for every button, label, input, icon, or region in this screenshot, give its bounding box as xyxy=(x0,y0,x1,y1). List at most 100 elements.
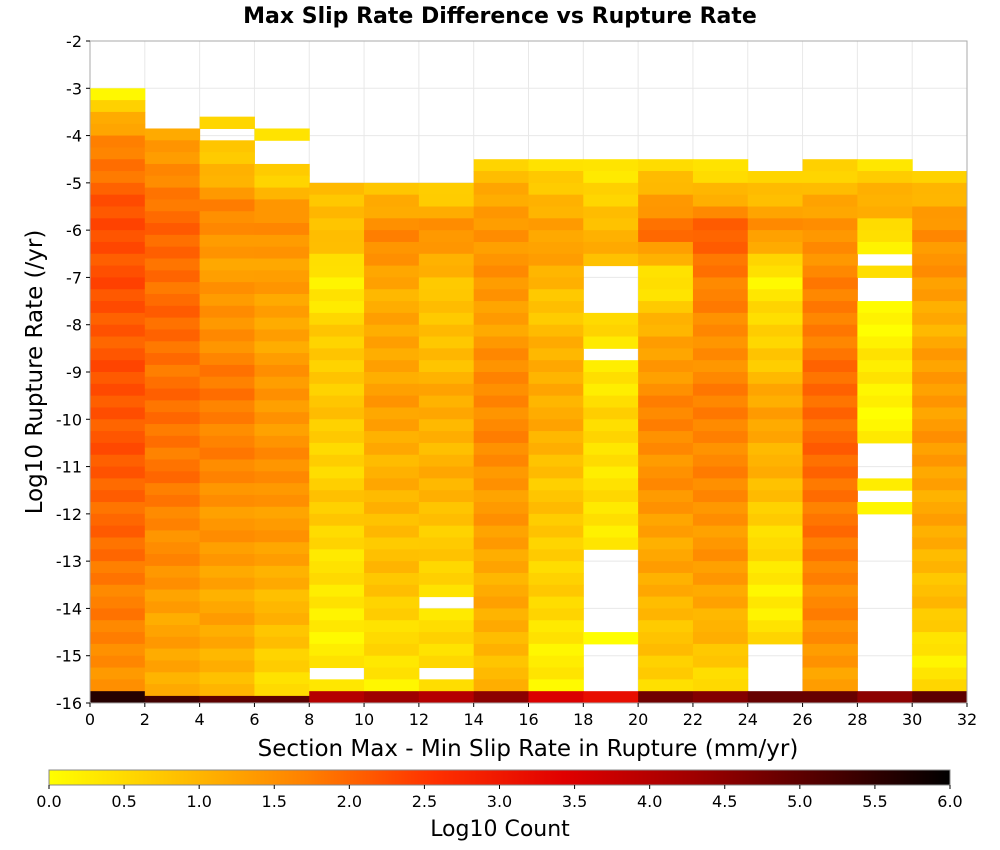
y-tick-label: -9 xyxy=(66,363,82,382)
heatmap-cell xyxy=(692,301,749,314)
heatmap-cell xyxy=(528,502,584,515)
heatmap-cell xyxy=(802,502,858,515)
y-tick-label: -7 xyxy=(66,268,82,287)
heatmap-cell xyxy=(90,632,146,645)
heatmap-cell xyxy=(857,312,913,326)
heatmap-cell xyxy=(254,412,310,425)
heatmap-cell xyxy=(364,679,420,692)
heatmap-cell xyxy=(692,667,749,680)
heatmap-cell xyxy=(528,478,584,491)
heatmap-cell xyxy=(364,277,420,290)
heatmap-cell xyxy=(473,632,529,645)
heatmap-cell xyxy=(254,163,310,177)
heatmap-cell xyxy=(473,407,529,420)
heatmap-cell xyxy=(473,502,529,515)
heatmap-cell xyxy=(857,324,913,338)
heatmap-cell xyxy=(692,655,749,669)
heatmap-cell xyxy=(473,667,529,680)
heatmap-cell xyxy=(144,364,201,378)
heatmap-cell xyxy=(912,490,968,503)
heatmap-cell xyxy=(199,412,255,425)
heatmap-cell xyxy=(528,419,584,432)
y-axis-ticks: -2 -3 -4 -5 -6 -7 -8 -9 -10 -11 -12 -13 -14 -15 -16 xyxy=(56,32,90,713)
heatmap-cell xyxy=(364,312,420,326)
heatmap-cell xyxy=(528,171,584,184)
heatmap-cell xyxy=(199,554,255,567)
heatmap-cell xyxy=(802,490,858,503)
heatmap-cell xyxy=(144,530,201,543)
heatmap-cell xyxy=(254,246,310,260)
heatmap-cell xyxy=(528,182,584,196)
heatmap-cell xyxy=(912,265,968,278)
heatmap-cell xyxy=(364,206,420,219)
heatmap-cell xyxy=(473,679,529,692)
heatmap-cell xyxy=(528,667,584,680)
heatmap-cell xyxy=(638,667,694,680)
heatmap-cell xyxy=(144,152,201,165)
heatmap-cell xyxy=(144,329,201,342)
heatmap-cell xyxy=(638,620,694,633)
heatmap-cell xyxy=(583,241,639,255)
heatmap-cell xyxy=(364,667,420,680)
heatmap-cell xyxy=(473,691,529,704)
heatmap-cell xyxy=(90,419,146,432)
heatmap-cell xyxy=(199,589,255,602)
heatmap-cell xyxy=(418,230,475,243)
y-tick-label: -8 xyxy=(66,316,82,335)
heatmap-cell xyxy=(912,513,968,527)
heatmap-cell xyxy=(418,407,475,420)
heatmap-cell xyxy=(802,537,858,550)
heatmap-cell xyxy=(309,265,365,278)
colorbar xyxy=(48,769,951,786)
heatmap-cell xyxy=(90,88,146,101)
heatmap-cell xyxy=(638,171,694,184)
x-tick-label: 2 xyxy=(140,710,150,729)
heatmap-cell xyxy=(144,424,201,437)
heatmap-cell xyxy=(309,643,365,657)
x-tick-label: 14 xyxy=(464,710,484,729)
heatmap-cell xyxy=(638,679,694,692)
heatmap-cell xyxy=(199,376,255,390)
heatmap-cell xyxy=(528,572,584,586)
heatmap-cell xyxy=(692,383,749,397)
heatmap-cell xyxy=(692,395,749,408)
heatmap-cell xyxy=(528,348,584,361)
heatmap-cell xyxy=(692,372,749,385)
heatmap-cell xyxy=(747,466,804,479)
heatmap-cell xyxy=(144,163,201,177)
heatmap-cell xyxy=(144,341,201,354)
heatmap-cell xyxy=(638,584,694,598)
heatmap-cell xyxy=(802,549,858,562)
heatmap-cell xyxy=(638,241,694,255)
heatmap-cell xyxy=(473,348,529,361)
heatmap-cell xyxy=(802,348,858,361)
heatmap-cell xyxy=(364,383,420,397)
heatmap-cell xyxy=(90,336,146,349)
heatmap-cell xyxy=(583,513,639,527)
heatmap-cell xyxy=(144,601,201,614)
heatmap-cell xyxy=(309,277,365,290)
heatmap-cell xyxy=(638,360,694,373)
heatmap-cell xyxy=(638,182,694,196)
heatmap-cell xyxy=(857,159,913,172)
heatmap-cell xyxy=(528,395,584,408)
heatmap-cell xyxy=(254,293,310,307)
heatmap-cell xyxy=(528,407,584,420)
heatmap-cell xyxy=(638,572,694,586)
heatmap-cell xyxy=(90,561,146,574)
heatmap-cell xyxy=(857,265,913,278)
heatmap-cell xyxy=(418,620,475,633)
heatmap-cell xyxy=(802,265,858,278)
heatmap-cell xyxy=(857,360,913,373)
heatmap-cell xyxy=(309,348,365,361)
heatmap-cell xyxy=(747,372,804,385)
heatmap-cell xyxy=(638,301,694,314)
heatmap-cell xyxy=(364,632,420,645)
heatmap-cell xyxy=(747,572,804,586)
heatmap-cell xyxy=(473,171,529,184)
heatmap-cell xyxy=(857,182,913,196)
heatmap-cell xyxy=(747,537,804,550)
heatmap-cell xyxy=(254,424,310,437)
heatmap-cell xyxy=(692,182,749,196)
x-tick-label: 20 xyxy=(628,710,648,729)
